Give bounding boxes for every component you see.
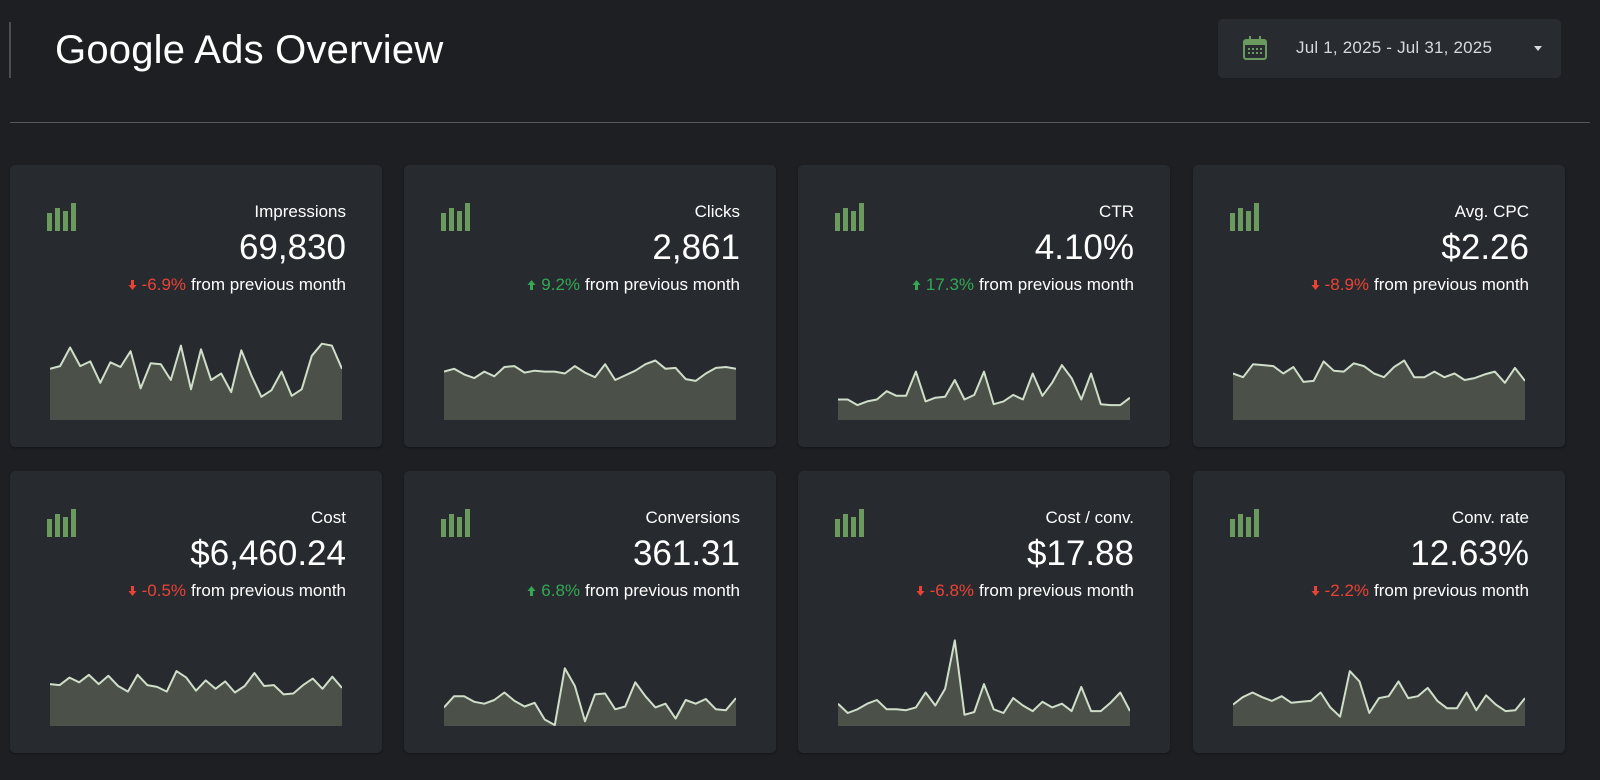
metric-delta: -0.5% from previous month xyxy=(128,581,346,601)
bar-chart-icon xyxy=(1230,509,1259,537)
bar-chart-icon xyxy=(47,509,76,537)
sparkline-area xyxy=(444,360,736,420)
date-range-picker[interactable]: Jul 1, 2025 - Jul 31, 2025 xyxy=(1218,19,1561,78)
sparkline-line xyxy=(838,364,1130,407)
sparkline-chart xyxy=(50,670,342,726)
arrow-down-icon xyxy=(128,280,137,290)
metric-value: 361.31 xyxy=(632,534,740,573)
delta-suffix: from previous month xyxy=(585,275,740,294)
caret-down-icon xyxy=(1534,46,1542,51)
sparkline-chart xyxy=(838,364,1130,420)
date-range-label: Jul 1, 2025 - Jul 31, 2025 xyxy=(1296,38,1493,57)
arrow-down-icon xyxy=(128,586,137,596)
arrow-down-icon xyxy=(1311,280,1320,290)
delta-percent: -0.5% xyxy=(141,581,187,600)
calendar-icon xyxy=(1243,36,1267,60)
metric-label: Cost xyxy=(311,508,346,527)
metric-label: Conversions xyxy=(645,508,741,527)
sparkline-area xyxy=(50,671,342,726)
metric-delta: 9.2% from previous month xyxy=(527,275,740,295)
page-title: Google Ads Overview xyxy=(55,28,444,72)
sparkline-line xyxy=(444,359,736,382)
sparkline-chart xyxy=(838,639,1130,726)
metric-value: 12.63% xyxy=(1410,534,1529,573)
scorecard-cost-conv: Cost / conv. $17.88 -6.8% from previous … xyxy=(798,471,1170,753)
metric-delta: -2.2% from previous month xyxy=(1311,581,1529,601)
sparkline-line xyxy=(838,639,1130,716)
metric-label: Impressions xyxy=(254,202,346,221)
metric-delta: 6.8% from previous month xyxy=(527,581,740,601)
delta-percent: -6.9% xyxy=(141,275,187,294)
metric-delta: -8.9% from previous month xyxy=(1311,275,1529,295)
scorecard-cost: Cost $6,460.24 -0.5% from previous month xyxy=(10,471,382,753)
scorecard-impressions: Impressions 69,830 -6.9% from previous m… xyxy=(10,165,382,447)
delta-suffix: from previous month xyxy=(191,581,346,600)
scorecard-avg-cpc: Avg. CPC $2.26 -8.9% from previous month xyxy=(1193,165,1565,447)
arrow-down-icon xyxy=(916,586,925,596)
delta-percent: 6.8% xyxy=(541,581,581,600)
sparkline-chart xyxy=(1233,670,1525,726)
delta-suffix: from previous month xyxy=(979,275,1134,294)
metric-value: 69,830 xyxy=(238,228,346,267)
delta-percent: -8.9% xyxy=(1324,275,1370,294)
bar-chart-icon xyxy=(441,509,470,537)
delta-suffix: from previous month xyxy=(1374,581,1529,600)
sparkline-line xyxy=(1233,359,1525,384)
metric-value: $17.88 xyxy=(1026,534,1134,573)
delta-percent: 17.3% xyxy=(925,275,975,294)
metric-label: Avg. CPC xyxy=(1454,202,1529,221)
metric-label: Clicks xyxy=(694,202,740,221)
sparkline-line xyxy=(444,667,736,726)
bar-chart-icon xyxy=(835,509,864,537)
delta-percent: 9.2% xyxy=(541,275,581,294)
delta-suffix: from previous month xyxy=(585,581,740,600)
metric-delta: 17.3% from previous month xyxy=(912,275,1134,295)
sparkline-chart xyxy=(444,667,736,726)
bar-chart-icon xyxy=(441,203,470,231)
title-accent-bar xyxy=(9,22,11,78)
arrow-up-icon xyxy=(527,280,536,290)
metric-delta: -6.9% from previous month xyxy=(128,275,346,295)
arrow-up-icon xyxy=(912,280,921,290)
delta-percent: -6.8% xyxy=(929,581,975,600)
delta-suffix: from previous month xyxy=(191,275,346,294)
sparkline-line xyxy=(50,342,342,398)
metric-label: Cost / conv. xyxy=(1045,508,1135,527)
scorecard-conv-rate: Conv. rate 12.63% -2.2% from previous mo… xyxy=(1193,471,1565,753)
bar-chart-icon xyxy=(1230,203,1259,231)
sparkline-chart xyxy=(50,342,342,420)
delta-suffix: from previous month xyxy=(979,581,1134,600)
arrow-up-icon xyxy=(527,586,536,596)
metric-delta: -6.8% from previous month xyxy=(916,581,1134,601)
header-divider xyxy=(10,122,1590,123)
sparkline-line xyxy=(1233,670,1525,718)
sparkline-area xyxy=(838,365,1130,420)
sparkline-area xyxy=(50,343,342,420)
sparkline-area xyxy=(444,668,736,726)
delta-suffix: from previous month xyxy=(1374,275,1529,294)
scorecard-clicks: Clicks 2,861 9.2% from previous month xyxy=(404,165,776,447)
metric-value: $2.26 xyxy=(1441,228,1529,267)
delta-percent: -2.2% xyxy=(1324,581,1370,600)
sparkline-area xyxy=(838,640,1130,726)
metric-label: Conv. rate xyxy=(1451,508,1529,527)
arrow-down-icon xyxy=(1311,586,1320,596)
bar-chart-icon xyxy=(835,203,864,231)
bar-chart-icon xyxy=(47,203,76,231)
sparkline-chart xyxy=(1233,359,1525,420)
metric-label: CTR xyxy=(1099,202,1134,221)
metric-value: 2,861 xyxy=(652,228,740,267)
scorecard-conversions: Conversions 361.31 6.8% from previous mo… xyxy=(404,471,776,753)
sparkline-line xyxy=(50,670,342,696)
metric-value: $6,460.24 xyxy=(190,534,346,573)
scorecard-ctr: CTR 4.10% 17.3% from previous month xyxy=(798,165,1170,447)
metric-value: 4.10% xyxy=(1034,228,1134,267)
sparkline-chart xyxy=(444,359,736,420)
